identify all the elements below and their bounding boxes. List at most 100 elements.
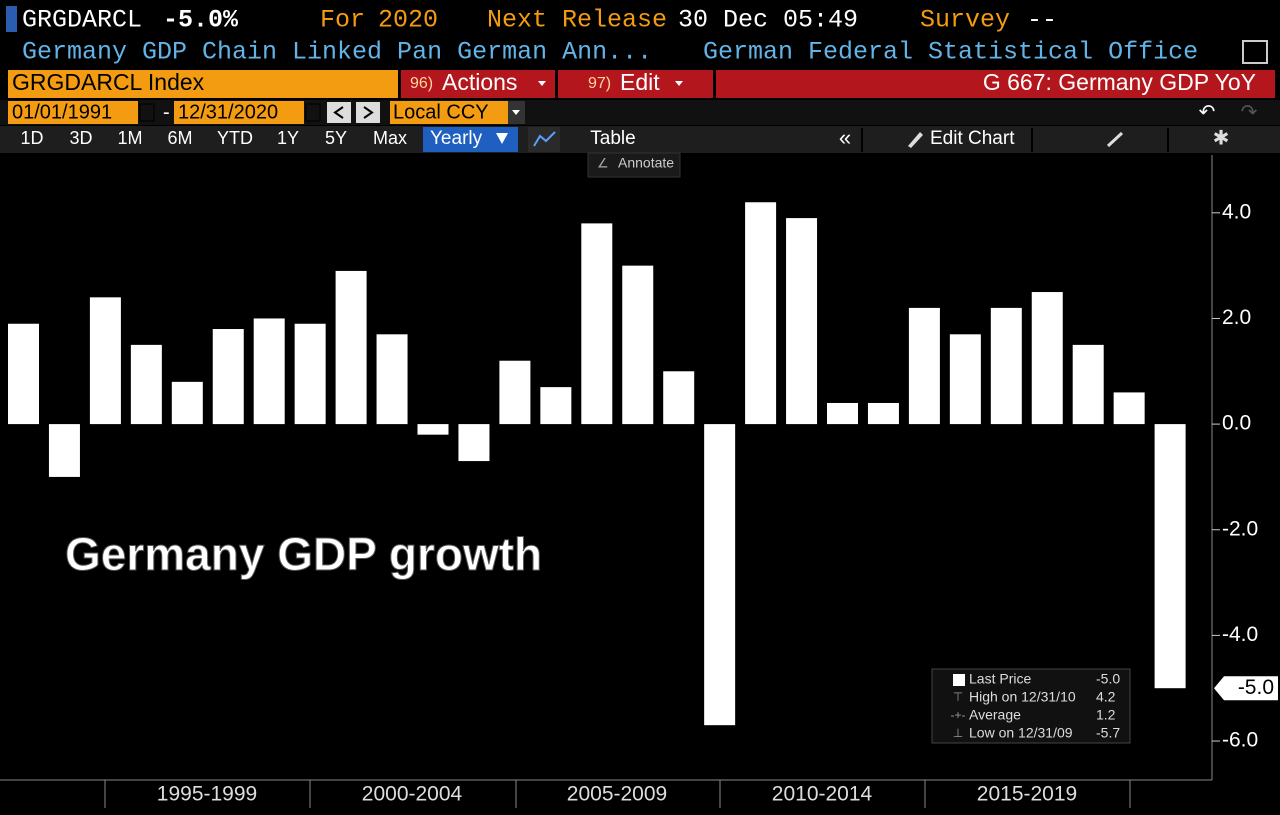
last-price-label: -5.0 (1238, 676, 1274, 699)
y-tick-label: -2.0 (1222, 517, 1258, 540)
bar (1031, 292, 1063, 425)
x-group-label: 2010-2014 (772, 783, 873, 806)
actions: Actions (442, 69, 517, 95)
next-button[interactable] (356, 102, 380, 123)
y-tick-label: 2.0 (1222, 306, 1251, 329)
y-tick-label: -4.0 (1222, 623, 1258, 646)
annotation: Germany GDP growth (65, 528, 542, 580)
page-title: G 667: Germany GDP YoY (983, 69, 1256, 95)
annotate-button[interactable] (587, 152, 681, 178)
bar (908, 307, 940, 425)
ticker: GRGDARCL (22, 6, 142, 35)
tab[interactable]: 1M (117, 128, 142, 148)
legend-swatch (953, 674, 965, 686)
legend-value: -5.0 (1096, 671, 1120, 687)
chart-icon (533, 131, 556, 147)
bar (622, 265, 654, 425)
end-date-box[interactable] (174, 101, 304, 124)
legend-name: Average (969, 707, 1021, 723)
start-date: 01/01/1991 (12, 101, 112, 123)
bar (540, 387, 572, 425)
calendar-icon[interactable] (139, 103, 155, 122)
bar (581, 223, 613, 425)
security-box[interactable] (8, 70, 398, 98)
x-group-label: 2015-2019 (977, 783, 1077, 806)
pencil-icon (908, 132, 923, 148)
bar (1113, 392, 1145, 425)
bar (8, 323, 39, 425)
tab[interactable]: 1Y (277, 128, 299, 148)
security: GRGDARCL Index (12, 69, 205, 95)
last-price-tag (1214, 676, 1278, 701)
for-value: 2020 (378, 6, 438, 35)
bar (171, 381, 203, 425)
legend-name: High on 12/31/10 (969, 689, 1076, 705)
end-date: 12/31/2020 (178, 101, 278, 123)
redo-icon[interactable]: ↷ (1241, 101, 1258, 123)
bar (417, 424, 449, 435)
bar (89, 297, 121, 425)
tab[interactable]: Max (373, 128, 407, 148)
edit-num: 97) (588, 75, 611, 92)
prev-button[interactable] (327, 102, 351, 123)
tab[interactable]: 3D (69, 128, 92, 148)
legend-symbol: ⊤ (953, 690, 963, 704)
tab[interactable]: 6M (167, 128, 192, 148)
tab[interactable]: YTD (217, 128, 253, 148)
legend-symbol: ⊥ (953, 726, 963, 740)
bar (130, 344, 162, 425)
currency: Local CCY (393, 101, 489, 123)
tab-bar (0, 126, 1280, 153)
y-tick-label: 0.0 (1222, 412, 1251, 435)
expand-icon[interactable] (1242, 40, 1268, 64)
table-button[interactable]: Table (590, 128, 635, 149)
collapse-button[interactable]: « (839, 125, 851, 150)
bar (458, 424, 490, 462)
bar (827, 402, 858, 425)
legend-value: -5.7 (1096, 725, 1120, 741)
bar (499, 360, 531, 425)
bar (253, 318, 285, 425)
x-group-label: 1995-1999 (157, 783, 257, 806)
bar (704, 424, 736, 726)
legend-value: 4.2 (1096, 689, 1116, 705)
undo-icon[interactable]: ↶ (1199, 101, 1216, 123)
plot: 4.0 2.0 0.0 -2.0 -4.0 -6.0 1995-1999 2000-2004 2… (8, 200, 1278, 808)
draw-icon[interactable] (1106, 131, 1124, 148)
caret (675, 81, 683, 86)
bar (212, 329, 244, 425)
caret (538, 81, 546, 86)
start-date-box[interactable] (8, 101, 138, 124)
legend-name: Last Price (969, 671, 1031, 687)
currency-box[interactable] (390, 101, 525, 124)
edit-chart-button[interactable]: Edit Chart (930, 128, 1015, 149)
legend-symbol: -+- (951, 708, 966, 722)
edit-button[interactable] (558, 70, 713, 98)
bar (663, 371, 695, 425)
bar (745, 202, 777, 425)
settings-icon[interactable]: ✱ (1213, 127, 1230, 149)
change: -5.0% (163, 6, 239, 35)
actions-button[interactable] (401, 70, 555, 98)
y-tick-label: -6.0 (1222, 729, 1258, 752)
tab[interactable]: 1D (20, 128, 43, 148)
bar (949, 334, 981, 425)
bar (294, 323, 326, 425)
bar (1072, 344, 1104, 425)
annotate-icon: ∠ (597, 155, 609, 170)
calendar-icon[interactable] (305, 103, 321, 122)
bar (335, 270, 367, 425)
page-bar (716, 70, 1275, 98)
survey-value: -- (1027, 6, 1057, 35)
legend: Last Price -5.0 ⊤ High on 12/31/10 4.2 -+- Ave… (931, 668, 1131, 744)
prev-arrow (333, 106, 344, 119)
bar (376, 334, 408, 425)
tab[interactable]: 5Y (325, 128, 347, 148)
bar (48, 424, 80, 477)
survey-label: Survey (920, 6, 1010, 35)
x-group-label: 2000-2004 (362, 783, 463, 806)
for-label: For (320, 6, 365, 35)
bar (990, 307, 1022, 425)
x-group-label: 2005-2009 (567, 783, 667, 806)
